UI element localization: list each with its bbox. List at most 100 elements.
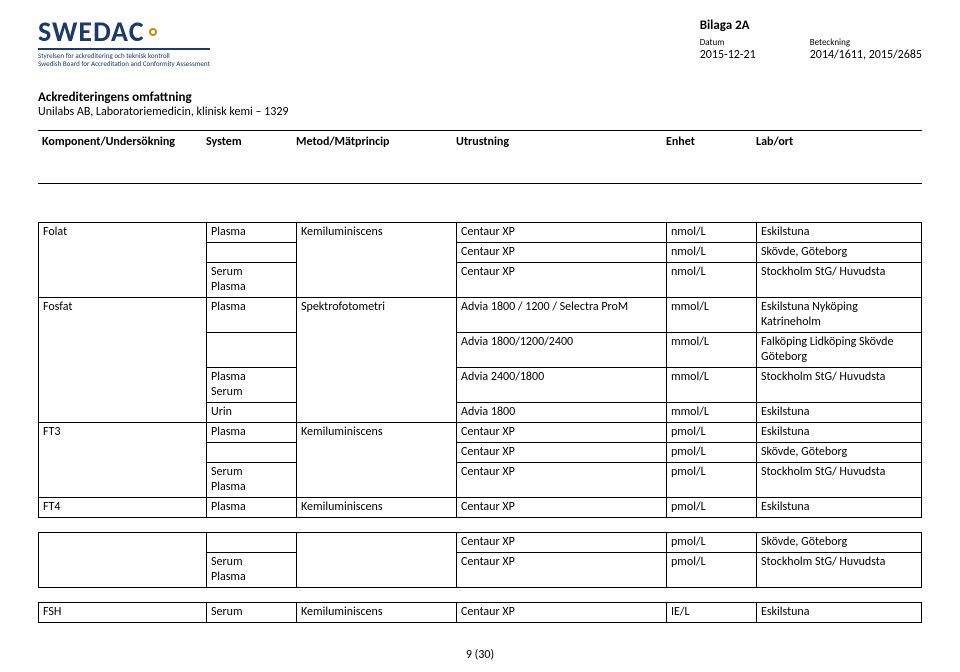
datum-label: Datum bbox=[700, 37, 770, 48]
cell-komp bbox=[39, 533, 207, 588]
header-utrustning: Utrustning bbox=[456, 135, 666, 149]
cell-sys: Plasma Serum bbox=[207, 368, 297, 403]
cell-lab: Stockholm StG/ Huvudsta bbox=[757, 368, 922, 403]
cell-enh: pmol/L bbox=[667, 533, 757, 553]
beteckning-value: 2014/1611, 2015/2685 bbox=[810, 48, 922, 62]
ackreditering-block: Ackrediteringens omfattning Unilabs AB, … bbox=[38, 90, 289, 119]
cell-enh: pmol/L bbox=[667, 423, 757, 443]
datum-col: Datum 2015-12-21 bbox=[700, 37, 770, 62]
cell-sys: Urin bbox=[207, 403, 297, 423]
cell-sys: Plasma bbox=[207, 423, 297, 443]
table-row: FT3 Plasma Kemiluminiscens Centaur XP pm… bbox=[39, 423, 922, 443]
cell-sys bbox=[207, 333, 297, 368]
cell-met: Spektrofotometri bbox=[297, 298, 457, 423]
datum-value: 2015-12-21 bbox=[700, 48, 770, 62]
cell-enh: pmol/L bbox=[667, 498, 757, 518]
cell-lab: Eskilstuna Nyköping Katrineholm bbox=[757, 298, 922, 333]
cell-utr: Centaur XP bbox=[457, 603, 667, 623]
table-row: Fosfat Plasma Spektrofotometri Advia 180… bbox=[39, 298, 922, 333]
beteckning-label: Beteckning bbox=[810, 37, 922, 48]
cell-utr: Advia 1800/1200/2400 bbox=[457, 333, 667, 368]
cell-utr: Centaur XP bbox=[457, 423, 667, 443]
header-komponent: Komponent/Undersökning bbox=[38, 135, 206, 149]
cell-komp: FT3 bbox=[39, 423, 207, 498]
cell-sys: Plasma bbox=[207, 223, 297, 243]
cell-sys bbox=[207, 533, 297, 553]
table-row: FT4 Plasma Kemiluminiscens Centaur XP pm… bbox=[39, 498, 922, 518]
data-table-group-2: Centaur XP pmol/L Skövde, Göteborg Serum… bbox=[38, 532, 922, 588]
cell-sys: Serum Plasma bbox=[207, 263, 297, 298]
cell-enh: pmol/L bbox=[667, 443, 757, 463]
logo-subtitle: Styrelsen för ackreditering och teknisk … bbox=[38, 48, 210, 67]
cell-sys: Serum Plasma bbox=[207, 553, 297, 588]
cell-lab: Skövde, Göteborg bbox=[757, 533, 922, 553]
logo-block: SWEDAC Styrelsen för ackreditering och t… bbox=[38, 18, 210, 67]
logo-wordmark: SWEDAC bbox=[38, 18, 210, 46]
cell-lab: Eskilstuna bbox=[757, 498, 922, 518]
beteckning-col: Beteckning 2014/1611, 2015/2685 bbox=[810, 37, 922, 62]
cell-lab: Stockholm StG/ Huvudsta bbox=[757, 463, 922, 498]
date-ref-row: Datum 2015-12-21 Beteckning 2014/1611, 2… bbox=[700, 37, 922, 62]
cell-lab: Skövde, Göteborg bbox=[757, 443, 922, 463]
cell-lab: Eskilstuna bbox=[757, 403, 922, 423]
table-row: Centaur XP pmol/L Skövde, Göteborg bbox=[39, 533, 922, 553]
header-labort: Lab/ort bbox=[756, 135, 922, 149]
cell-komp: FSH bbox=[39, 603, 207, 623]
cell-enh: IE/L bbox=[667, 603, 757, 623]
cell-met bbox=[297, 533, 457, 588]
page-number: 9 (30) bbox=[0, 648, 960, 662]
cell-lab: Stockholm StG/ Huvudsta bbox=[757, 553, 922, 588]
cell-utr: Advia 1800 bbox=[457, 403, 667, 423]
cell-lab: Eskilstuna bbox=[757, 223, 922, 243]
data-area: Folat Plasma Kemiluminiscens Centaur XP … bbox=[38, 222, 922, 637]
cell-enh: mmol/L bbox=[667, 403, 757, 423]
header-enhet: Enhet bbox=[666, 135, 756, 149]
cell-enh: mmol/L bbox=[667, 298, 757, 333]
cell-enh: nmol/L bbox=[667, 223, 757, 243]
cell-komp: Fosfat bbox=[39, 298, 207, 423]
logo-sub-line2: Swedish Board for Accreditation and Conf… bbox=[38, 60, 210, 68]
cell-utr: Centaur XP bbox=[457, 498, 667, 518]
top-right-block: Bilaga 2A Datum 2015-12-21 Beteckning 20… bbox=[700, 18, 922, 62]
ackreditering-line: Unilabs AB, Laboratoriemedicin, klinisk … bbox=[38, 105, 289, 119]
cell-utr: Advia 1800 / 1200 / Selectra ProM bbox=[457, 298, 667, 333]
data-table-group-1: Folat Plasma Kemiluminiscens Centaur XP … bbox=[38, 222, 922, 518]
cell-enh: pmol/L bbox=[667, 553, 757, 588]
ackreditering-title: Ackrediteringens omfattning bbox=[38, 90, 289, 105]
cell-komp: Folat bbox=[39, 223, 207, 298]
cell-met: Kemiluminiscens bbox=[297, 498, 457, 518]
cell-utr: Advia 2400/1800 bbox=[457, 368, 667, 403]
header-metod: Metod/Mätprincip bbox=[296, 135, 456, 149]
cell-sys: Plasma bbox=[207, 498, 297, 518]
cell-sys: Serum bbox=[207, 603, 297, 623]
logo-dot-icon bbox=[149, 28, 157, 36]
cell-enh: mmol/L bbox=[667, 333, 757, 368]
cell-lab: Eskilstuna bbox=[757, 603, 922, 623]
cell-sys bbox=[207, 243, 297, 263]
cell-komp: FT4 bbox=[39, 498, 207, 518]
cell-met: Kemiluminiscens bbox=[297, 223, 457, 298]
cell-utr: Centaur XP bbox=[457, 463, 667, 498]
cell-utr: Centaur XP bbox=[457, 443, 667, 463]
cell-utr: Centaur XP bbox=[457, 533, 667, 553]
bilaga-label: Bilaga 2A bbox=[700, 18, 922, 33]
cell-lab: Stockholm StG/ Huvudsta bbox=[757, 263, 922, 298]
cell-lab: Falköping Lidköping Skövde Göteborg bbox=[757, 333, 922, 368]
cell-lab: Eskilstuna bbox=[757, 423, 922, 443]
cell-sys: Plasma bbox=[207, 298, 297, 333]
table-header-row: Komponent/Undersökning System Metod/Mätp… bbox=[38, 130, 922, 184]
cell-enh: nmol/L bbox=[667, 243, 757, 263]
header-system: System bbox=[206, 135, 296, 149]
cell-enh: nmol/L bbox=[667, 263, 757, 298]
table-row: Folat Plasma Kemiluminiscens Centaur XP … bbox=[39, 223, 922, 243]
cell-lab: Skövde, Göteborg bbox=[757, 243, 922, 263]
cell-sys: Serum Plasma bbox=[207, 463, 297, 498]
logo-text: SWEDAC bbox=[38, 14, 145, 49]
cell-utr: Centaur XP bbox=[457, 243, 667, 263]
cell-utr: Centaur XP bbox=[457, 223, 667, 243]
cell-utr: Centaur XP bbox=[457, 553, 667, 588]
cell-met: Kemiluminiscens bbox=[297, 423, 457, 498]
data-table-group-3: FSH Serum Kemiluminiscens Centaur XP IE/… bbox=[38, 602, 922, 623]
table-row: FSH Serum Kemiluminiscens Centaur XP IE/… bbox=[39, 603, 922, 623]
cell-met: Kemiluminiscens bbox=[297, 603, 457, 623]
